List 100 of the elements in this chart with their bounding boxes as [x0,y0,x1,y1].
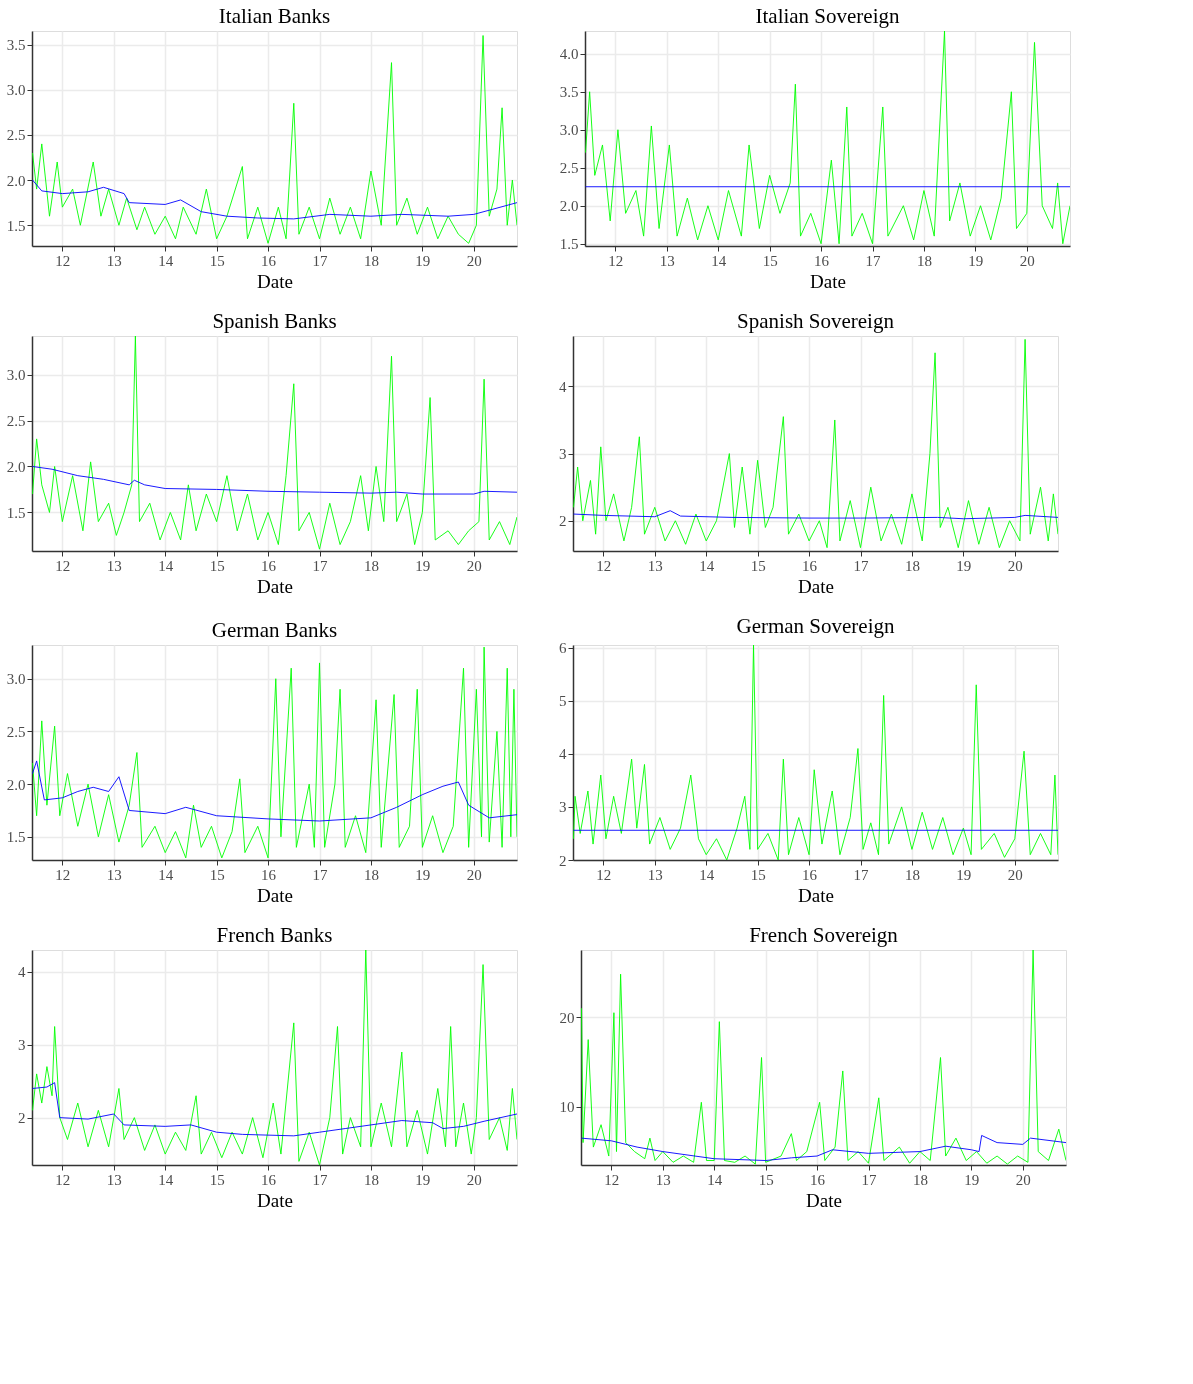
chart-title: Spanish Sovereign [737,309,895,333]
y-tick-label: 2.5 [6,723,26,740]
y-tick-label: 6 [559,640,567,657]
line-series [32,336,517,550]
y-tick-label: 2.0 [6,458,26,475]
y-tick-label: 20 [559,1009,575,1026]
x-tick-label: 13 [647,557,663,574]
x-tick-label: 15 [750,866,766,883]
x-tick-label: 16 [802,557,818,574]
x-tick-label: 19 [415,1171,431,1188]
x-tick-label: 14 [707,1171,723,1188]
y-tick-label: 10 [559,1099,575,1116]
x-tick-label: 20 [466,252,482,269]
x-tick-label: 17 [853,866,869,883]
y-tick-label: 3.0 [6,671,26,688]
x-tick-label: 17 [312,1171,328,1188]
x-tick-label: 17 [861,1171,877,1188]
y-tick-label: 2.5 [6,127,26,144]
x-tick-label: 12 [608,252,624,269]
x-tick-label: 15 [209,1171,225,1188]
x-tick-label: 12 [55,557,71,574]
x-axis-title: Date [798,575,834,597]
x-tick-label: 16 [261,1171,277,1188]
x-tick-label: 18 [363,557,379,574]
y-tick-label: 2 [559,852,567,869]
x-tick-label: 16 [802,866,818,883]
y-tick-label: 2.0 [6,776,26,793]
y-tick-label: 1.5 [6,504,26,521]
x-tick-label: 20 [1007,866,1023,883]
x-axis-title: Date [257,575,293,597]
y-tick-label: 1.5 [559,236,579,253]
x-tick-label: 18 [904,557,920,574]
chart-title: French Sovereign [749,923,899,947]
x-tick-label: 16 [810,1171,826,1188]
line-series [32,35,517,244]
x-tick-label: 14 [158,252,174,269]
chart-title: French Banks [216,923,333,947]
x-tick-label: 14 [158,866,174,883]
x-tick-label: 16 [814,252,830,269]
x-tick-label: 20 [466,1171,482,1188]
y-tick-label: 5 [559,693,567,710]
x-tick-label: 16 [261,866,277,883]
x-tick-label: 12 [596,557,612,574]
y-tick-label: 3.0 [6,82,26,99]
x-axis-title: Date [257,884,293,906]
y-tick-label: 3.0 [559,122,579,139]
x-tick-label: 13 [647,866,663,883]
y-tick-label: 2 [18,1110,26,1127]
x-tick-label: 19 [956,866,972,883]
x-tick-label: 18 [904,866,920,883]
x-axis-title: Date [257,1189,293,1211]
x-axis-title: Date [257,270,293,292]
x-tick-label: 13 [659,252,675,269]
y-tick-label: 3.5 [6,37,26,54]
x-tick-label: 19 [956,557,972,574]
chart-title: Italian Sovereign [755,4,901,28]
chart-title: Italian Banks [218,4,331,28]
y-tick-label: 4 [559,378,567,395]
line-series [573,510,1058,520]
x-tick-label: 12 [55,1171,71,1188]
x-tick-label: 17 [312,866,328,883]
y-tick-label: 3.5 [559,84,579,101]
x-tick-label: 16 [261,557,277,574]
x-tick-label: 15 [209,866,225,883]
y-tick-label: 4 [18,964,26,981]
y-tick-label: 3 [559,446,567,463]
x-tick-label: 12 [604,1171,620,1188]
x-tick-label: 13 [106,557,122,574]
line-series [32,179,517,220]
x-tick-label: 15 [209,252,225,269]
y-tick-label: 3.0 [6,367,26,384]
x-tick-label: 13 [106,1171,122,1188]
x-axis-title: Date [806,1189,842,1211]
x-tick-label: 14 [699,866,715,883]
x-tick-label: 18 [363,866,379,883]
x-tick-label: 17 [853,557,869,574]
y-tick-label: 2.0 [559,198,579,215]
y-tick-label: 1.5 [6,217,26,234]
line-series [581,950,1066,1165]
x-tick-label: 13 [106,252,122,269]
x-tick-label: 19 [415,866,431,883]
y-tick-label: 1.5 [6,829,26,846]
x-tick-label: 19 [415,557,431,574]
y-tick-label: 2 [559,513,567,530]
y-tick-label: 2.5 [559,160,579,177]
x-tick-label: 17 [312,252,328,269]
x-axis-title: Date [798,884,834,906]
x-axis-title: Date [810,270,846,292]
x-tick-label: 14 [158,557,174,574]
line-series [573,338,1058,549]
x-tick-label: 13 [106,866,122,883]
x-tick-label: 15 [758,1171,774,1188]
x-tick-label: 18 [363,252,379,269]
x-tick-label: 19 [415,252,431,269]
x-tick-label: 13 [655,1171,671,1188]
x-tick-label: 14 [711,252,727,269]
x-tick-label: 17 [312,557,328,574]
x-tick-label: 12 [55,866,71,883]
x-tick-label: 15 [750,557,766,574]
x-tick-label: 19 [964,1171,980,1188]
